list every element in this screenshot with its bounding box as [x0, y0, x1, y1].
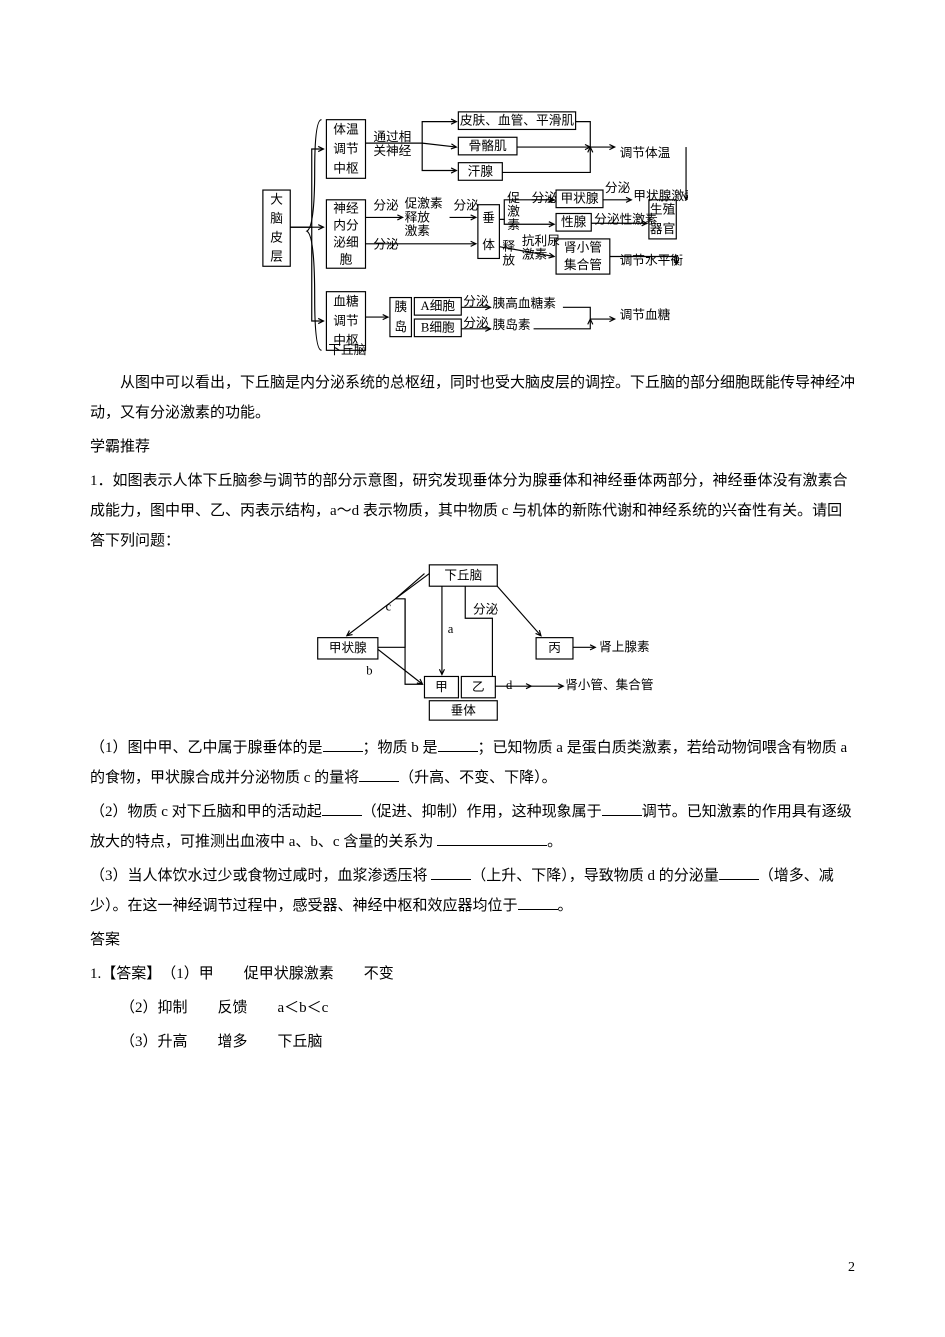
question-1-parts: （1）图中甲、乙中属于腺垂体的是；物质 b 是；已知物质 a 是蛋白质类激素，若… [90, 733, 855, 921]
svg-text:分泌: 分泌 [604, 181, 630, 195]
answer-blank [322, 800, 362, 816]
svg-text:岛: 岛 [394, 319, 407, 334]
svg-text:c: c [385, 599, 391, 613]
svg-text:A细胞: A细胞 [420, 299, 455, 313]
answer-blank [323, 736, 363, 752]
svg-text:分泌: 分泌 [453, 199, 479, 213]
svg-text:大: 大 [270, 192, 283, 206]
svg-text:促激素: 促激素 [404, 197, 442, 211]
svg-text:体温: 体温 [333, 122, 359, 136]
svg-text:胰岛素: 胰岛素 [492, 317, 530, 332]
svg-text:甲状腺激素: 甲状腺激素 [633, 189, 688, 203]
answers-title: 答案 [90, 925, 855, 955]
svg-text:乙: 乙 [472, 680, 485, 694]
svg-text:通过相: 通过相 [373, 130, 411, 144]
svg-text:素: 素 [507, 218, 520, 232]
svg-text:肾小管、集合管: 肾小管、集合管 [565, 677, 653, 692]
svg-text:激素: 激素 [404, 224, 430, 238]
svg-text:中枢: 中枢 [333, 161, 359, 175]
svg-text:胞: 胞 [339, 253, 352, 267]
question-1-part-2: （2）物质 c 对下丘脑和甲的活动起（促进、抑制）作用，这种现象属于调节。已知激… [90, 797, 855, 857]
svg-text:下丘脑: 下丘脑 [444, 568, 482, 582]
svg-text:丙: 丙 [548, 641, 561, 655]
svg-text:垂: 垂 [482, 211, 495, 225]
svg-text:神经: 神经 [333, 201, 359, 215]
svg-text:分泌: 分泌 [463, 294, 489, 308]
svg-text:分泌: 分泌 [531, 191, 557, 205]
question-1-part-1: （1）图中甲、乙中属于腺垂体的是；物质 b 是；已知物质 a 是蛋白质类激素，若… [90, 733, 855, 793]
svg-text:调节血糖: 调节血糖 [619, 307, 670, 322]
svg-text:泌细: 泌细 [333, 235, 358, 249]
svg-text:甲: 甲 [435, 680, 448, 694]
svg-text:激: 激 [507, 204, 520, 218]
answer-blank [359, 766, 399, 782]
svg-text:性腺: 性腺 [560, 215, 586, 229]
svg-text:集合管: 集合管 [563, 257, 601, 272]
svg-text:皮: 皮 [270, 231, 283, 245]
svg-text:胰: 胰 [394, 300, 407, 314]
svg-text:释放: 释放 [404, 210, 430, 224]
svg-text:皮肤、血管、平滑肌: 皮肤、血管、平滑肌 [459, 114, 573, 128]
answer-blank [518, 894, 558, 910]
section-title: 学霸推荐 [90, 432, 855, 462]
svg-text:胰高血糖素: 胰高血糖素 [492, 295, 556, 310]
diagram-2-container: 下丘脑甲状腺 丙甲 乙垂体 c a 分泌 b d 肾上腺素肾小管、集合管 [90, 560, 855, 725]
svg-text:调节: 调节 [333, 314, 358, 328]
svg-text:a: a [447, 622, 453, 636]
svg-text:血糖: 血糖 [333, 293, 359, 308]
svg-text:放: 放 [502, 253, 515, 267]
svg-text:调节水平衡: 调节水平衡 [619, 253, 683, 267]
svg-text:分泌: 分泌 [373, 238, 399, 252]
svg-text:调节体温: 调节体温 [619, 146, 670, 160]
svg-text:垂体: 垂体 [450, 703, 476, 717]
answer-blank [719, 864, 759, 880]
question-1-part-3: （3）当人体饮水过少或食物过咸时，血浆渗透压将 （上升、下降），导致物质 d 的… [90, 861, 855, 921]
svg-text:甲状腺: 甲状腺 [560, 192, 598, 206]
svg-text:内分: 内分 [333, 218, 359, 232]
svg-text:脑: 脑 [270, 212, 283, 226]
svg-text:骨骼肌: 骨骼肌 [468, 138, 506, 153]
answer-blank [602, 800, 642, 816]
svg-text:层: 层 [270, 250, 283, 264]
svg-text:汗腺: 汗腺 [467, 164, 493, 178]
answer-blank [437, 830, 547, 846]
intro-paragraph: 从图中可以看出，下丘脑是内分泌系统的总枢纽，同时也受大脑皮层的调控。下丘脑的部分… [90, 368, 855, 428]
svg-text:抗利尿: 抗利尿 [521, 234, 559, 248]
answer-blank [431, 864, 471, 880]
svg-text:性激素: 性激素 [619, 212, 657, 226]
svg-text:关神经: 关神经 [373, 144, 411, 158]
svg-text:释: 释 [502, 240, 515, 254]
svg-text:调节: 调节 [333, 142, 358, 156]
svg-text:体: 体 [482, 238, 495, 252]
answer-blank [438, 736, 478, 752]
answers-block: 1.【答案】 （1）甲 促甲状腺激素 不变 （2）抑制 反馈 a＜b＜c （3）升高… [90, 959, 855, 1057]
document-page: 大脑皮层体温调节中枢神经内分泌细胞血糖调节中枢皮肤、血管、平滑肌骨骼肌汗腺垂体甲… [0, 0, 945, 1337]
svg-text:分泌: 分泌 [473, 602, 499, 616]
diagram-1: 大脑皮层体温调节中枢神经内分泌细胞血糖调节中枢皮肤、血管、平滑肌骨骼肌汗腺垂体甲… [258, 110, 688, 360]
svg-text:分泌: 分泌 [594, 212, 620, 226]
svg-text:d: d [506, 678, 513, 692]
answer-line-2: （2）抑制 反馈 a＜b＜c [90, 993, 855, 1023]
svg-text:分泌: 分泌 [463, 316, 489, 330]
svg-text:甲状腺: 甲状腺 [328, 641, 366, 655]
svg-text:激素: 激素 [521, 247, 547, 261]
diagram-1-container: 大脑皮层体温调节中枢神经内分泌细胞血糖调节中枢皮肤、血管、平滑肌骨骼肌汗腺垂体甲… [90, 110, 855, 360]
svg-text:B细胞: B细胞 [420, 321, 454, 335]
diagram-2: 下丘脑甲状腺 丙甲 乙垂体 c a 分泌 b d 肾上腺素肾小管、集合管 [273, 560, 673, 725]
svg-text:肾上腺素: 肾上腺素 [599, 640, 649, 654]
svg-text:促: 促 [507, 191, 520, 205]
answer-line-3: （3）升高 增多 下丘脑 [90, 1027, 855, 1057]
svg-text:肾小管: 肾小管 [563, 241, 601, 255]
answer-line-1: 1.【答案】 （1）甲 促甲状腺激素 不变 [90, 959, 855, 989]
question-1-intro: 1．如图表示人体下丘脑参与调节的部分示意图，研究发现垂体分为腺垂体和神经垂体两部… [90, 466, 855, 556]
svg-text:b: b [366, 664, 372, 678]
svg-text:下丘脑: 下丘脑 [328, 343, 366, 357]
svg-text:分泌: 分泌 [373, 199, 399, 213]
page-number: 2 [848, 1254, 855, 1282]
